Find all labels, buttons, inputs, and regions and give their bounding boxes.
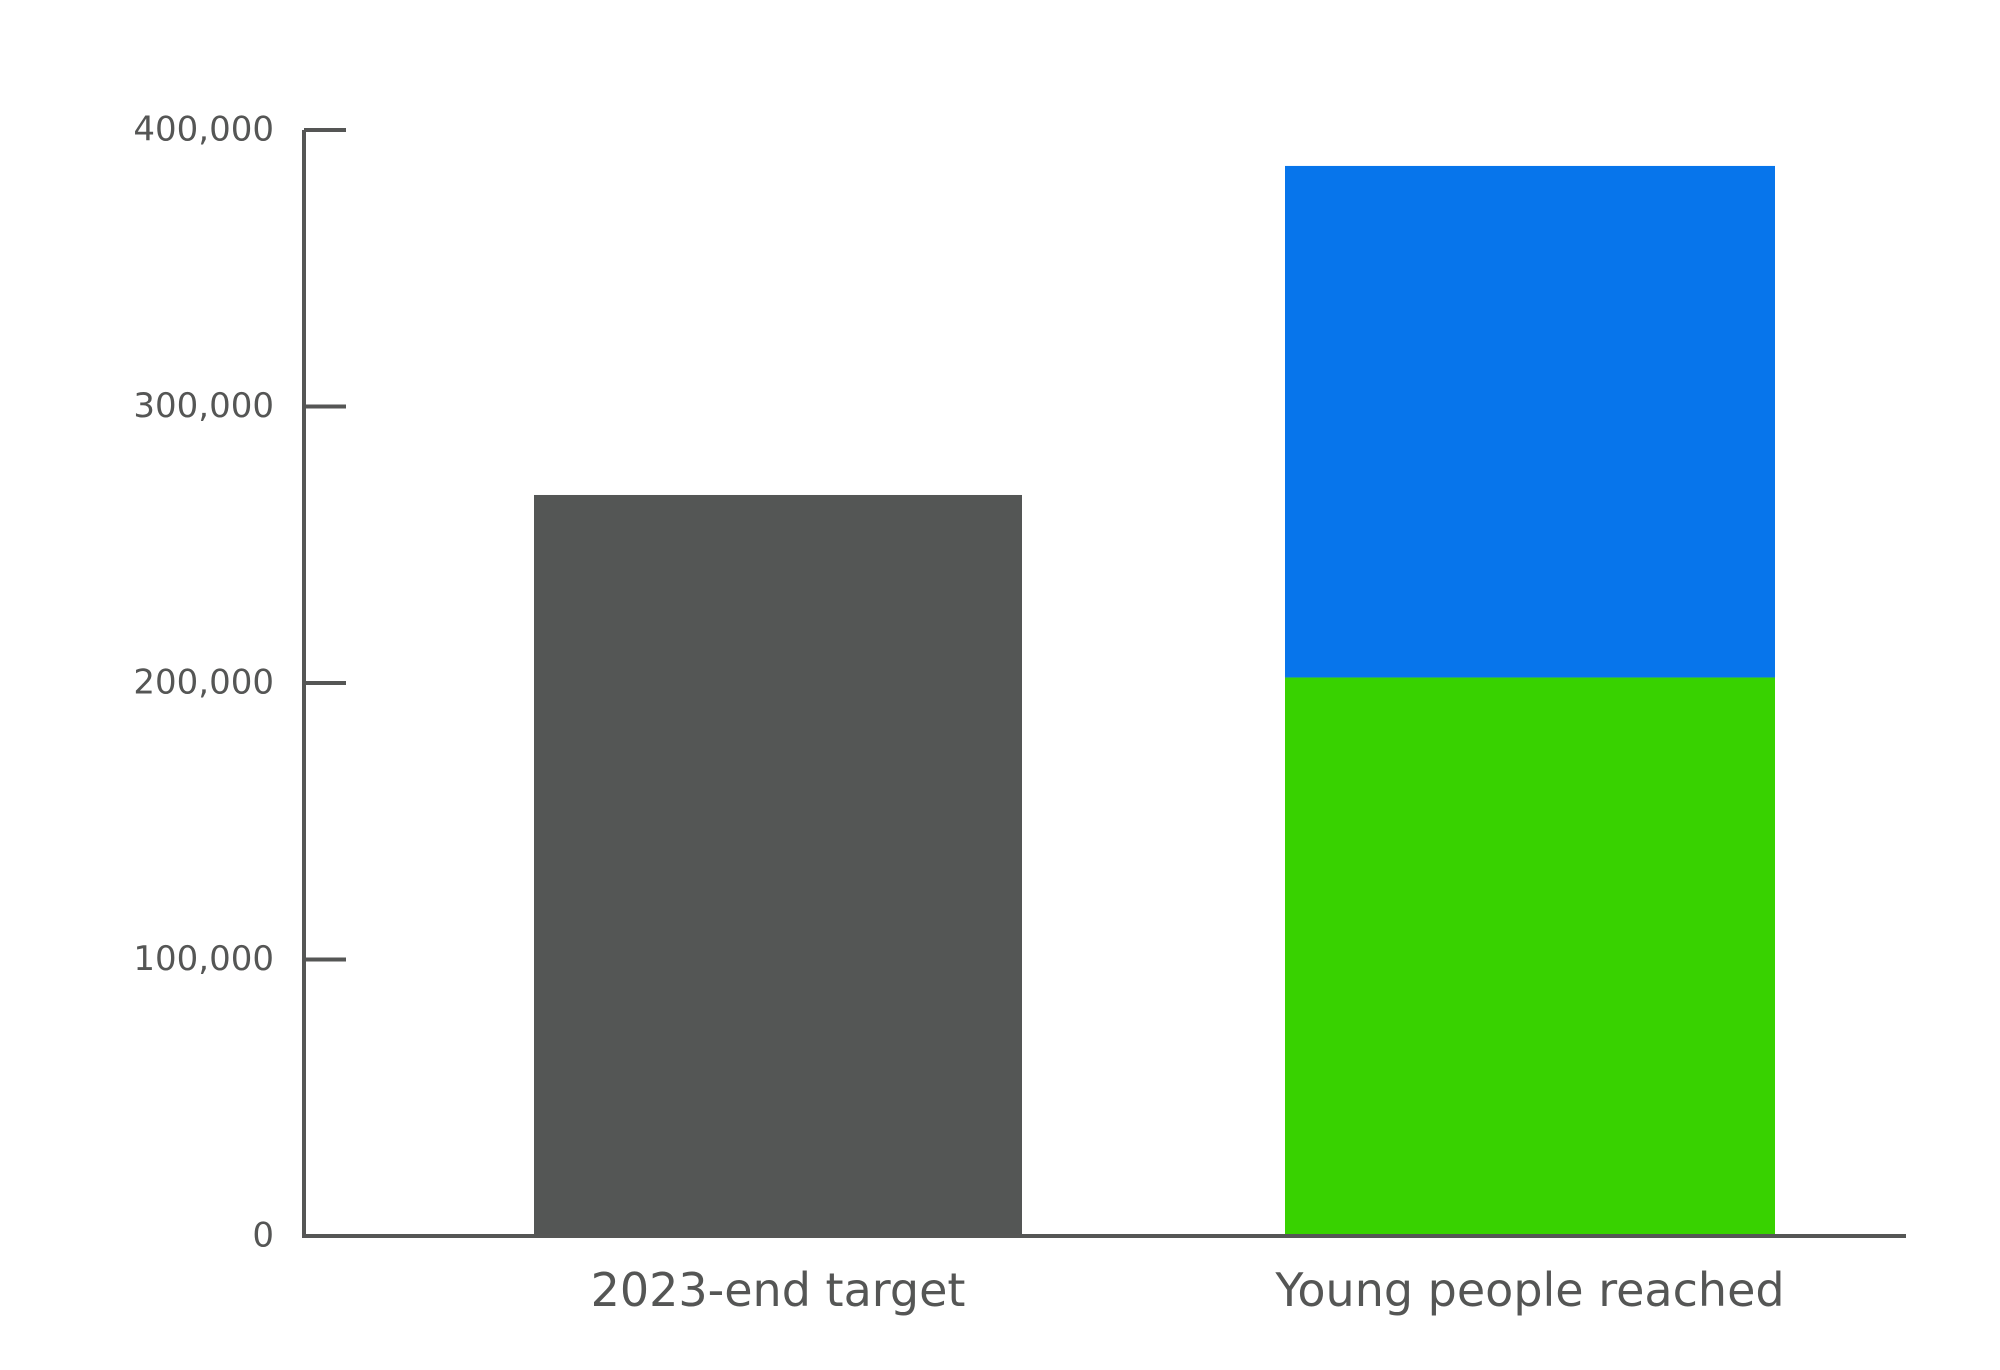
y-tick-label: 400,000 [133,110,274,150]
axes-layer [302,128,1906,1238]
bar-1-segment-0 [1285,677,1775,1236]
bar-1-segment-1 [1285,165,1775,678]
y-tick-label: 100,000 [133,939,274,979]
x-category-label: Young people reached [1274,1263,1784,1317]
bar-0-segment-0 [534,494,1022,1237]
y-tick-label: 200,000 [133,663,274,703]
bars-layer [534,165,1775,1237]
labels-layer: 0 100,000 200,000 300,000 400,000 2023-end ta… [133,110,1784,1318]
y-tick-label: 0 [252,1216,274,1256]
y-tick-label: 300,000 [133,386,274,426]
x-category-label: 2023-end target [591,1263,966,1317]
